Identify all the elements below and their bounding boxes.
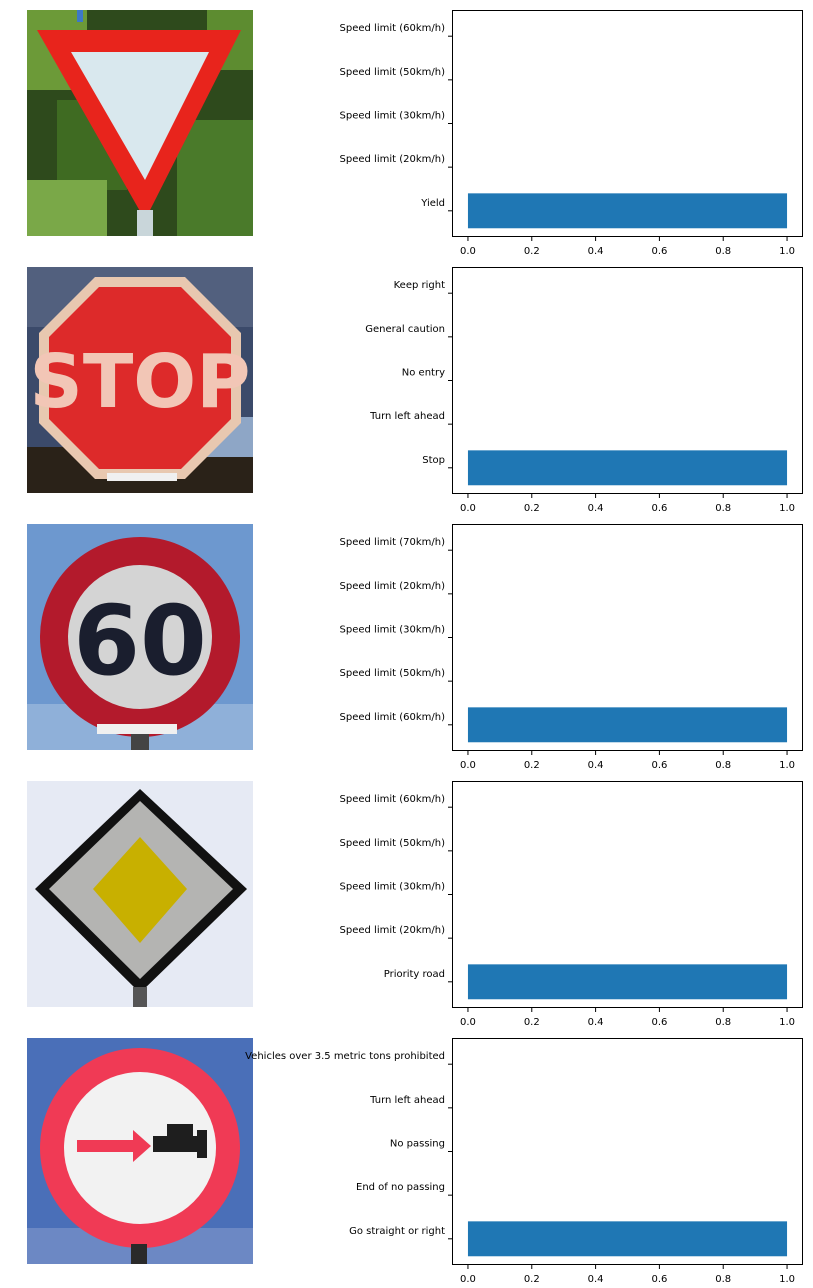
y-tick-label: No entry: [402, 368, 445, 379]
x-tick-label: 0.6: [651, 760, 667, 771]
stop-sign-icon: STOP: [27, 267, 253, 493]
priority-road-sign-icon: [27, 781, 253, 1007]
go-straight-or-right-sign-icon: [27, 1038, 253, 1264]
x-tick-label: 0.8: [715, 760, 731, 771]
bar-chart-2: Stop Turn left ahead No entry General cauti…: [365, 267, 803, 514]
priority-road-sign-image: [27, 781, 253, 1007]
y-tick-label: Speed limit (60km/h): [340, 23, 446, 34]
x-tick-label: 0.2: [524, 1017, 540, 1028]
y-tick-label: Speed limit (50km/h): [340, 67, 446, 78]
y-tick-label: General caution: [365, 324, 445, 335]
y-tick-label: Turn left ahead: [369, 1095, 445, 1106]
x-tick-label: 0.0: [460, 1017, 476, 1028]
x-tick-label: 0.8: [715, 503, 731, 514]
chart-row-2: STOP Stop Turn left ahead No entry General …: [0, 257, 813, 514]
x-tick-label: 1.0: [779, 760, 795, 771]
bar: [467, 193, 788, 229]
y-tick-label: Speed limit (30km/h): [340, 625, 446, 636]
chart-row-3: 60 Speed limit (60km/h) Speed limit (50km…: [0, 514, 813, 771]
axes-frame: [452, 781, 803, 1008]
y-tick-label: Yield: [420, 198, 445, 209]
x-tick-label: 0.4: [588, 760, 604, 771]
y-tick-label: Priority road: [384, 969, 445, 980]
speed-limit-60-sign-image: 60: [27, 524, 253, 750]
bar: [467, 707, 788, 743]
x-tick-label: 0.6: [651, 503, 667, 514]
bar-chart-5: Go straight or right End of no passing No …: [245, 1038, 803, 1285]
x-tick-label: 0.2: [524, 503, 540, 514]
y-tick-label: Turn left ahead: [369, 411, 445, 422]
y-tick-label: End of no passing: [356, 1182, 445, 1193]
x-tick-label: 0.2: [524, 760, 540, 771]
x-tick-label: 1.0: [779, 246, 795, 257]
x-tick-label: 0.6: [651, 246, 667, 257]
y-tick-label: Speed limit (60km/h): [340, 794, 446, 805]
y-tick-label: Speed limit (30km/h): [340, 111, 446, 122]
stop-sign-lettering: STOP: [30, 339, 251, 425]
bar: [467, 1221, 788, 1257]
axes-frame: [452, 524, 803, 751]
x-tick-label: 0.0: [460, 1274, 476, 1285]
bar-chart-4: Priority road Speed limit (20km/h) Speed l…: [340, 781, 803, 1028]
x-tick-label: 0.8: [715, 1274, 731, 1285]
yield-sign-icon: [27, 10, 253, 236]
x-tick-label: 1.0: [779, 503, 795, 514]
y-tick-label: Speed limit (70km/h): [340, 537, 446, 548]
y-tick-label: Speed limit (50km/h): [340, 668, 446, 679]
speed-limit-60-sign-icon: 60: [27, 524, 253, 750]
x-tick-label: 0.8: [715, 1017, 731, 1028]
x-tick-label: 0.4: [588, 503, 604, 514]
axes-frame: [452, 267, 803, 494]
x-tick-label: 0.4: [588, 1017, 604, 1028]
chart-row-4: Priority road Speed limit (20km/h) Speed l…: [0, 771, 813, 1028]
y-tick-label: Speed limit (60km/h): [340, 712, 446, 723]
y-tick-label: No passing: [390, 1139, 445, 1150]
x-tick-label: 0.0: [460, 760, 476, 771]
axes-frame: [452, 10, 803, 237]
speed-limit-60-lettering: 60: [73, 585, 207, 697]
y-tick-label: Vehicles over 3.5 metric tons prohibited: [245, 1051, 445, 1062]
x-tick-label: 0.2: [524, 1274, 540, 1285]
y-tick-label: Speed limit (20km/h): [340, 581, 446, 592]
x-tick-label: 0.2: [524, 246, 540, 257]
y-tick-label: Stop: [422, 455, 445, 466]
x-tick-label: 0.4: [588, 1274, 604, 1285]
x-tick-label: 1.0: [779, 1274, 795, 1285]
yield-sign-image: [27, 10, 253, 236]
y-tick-label: Speed limit (20km/h): [340, 154, 446, 165]
y-tick-label: Keep right: [394, 280, 445, 291]
y-tick-label: Speed limit (30km/h): [340, 882, 446, 893]
x-tick-label: 0.6: [651, 1017, 667, 1028]
chart-row-5: Go straight or right End of no passing No …: [0, 1028, 813, 1285]
x-tick-label: 0.6: [651, 1274, 667, 1285]
y-tick-label: Go straight or right: [349, 1226, 445, 1237]
axes-frame: [452, 1038, 803, 1265]
stop-sign-image: STOP: [27, 267, 253, 493]
x-tick-label: 0.0: [460, 246, 476, 257]
x-tick-label: 1.0: [779, 1017, 795, 1028]
y-tick-label: Speed limit (20km/h): [340, 925, 446, 936]
bar: [467, 450, 788, 486]
bar: [467, 964, 788, 1000]
x-tick-label: 0.4: [588, 246, 604, 257]
bar-chart-1: Yield Speed limit (20km/h) Speed limit (30…: [340, 10, 803, 257]
chart-row-1: Yield Speed limit (20km/h) Speed limit (30…: [0, 0, 813, 257]
bar-chart-3: Speed limit (60km/h) Speed limit (50km/h)…: [340, 524, 803, 771]
x-tick-label: 0.8: [715, 246, 731, 257]
x-tick-label: 0.0: [460, 503, 476, 514]
y-tick-label: Speed limit (50km/h): [340, 838, 446, 849]
go-straight-or-right-sign-image: [27, 1038, 253, 1264]
